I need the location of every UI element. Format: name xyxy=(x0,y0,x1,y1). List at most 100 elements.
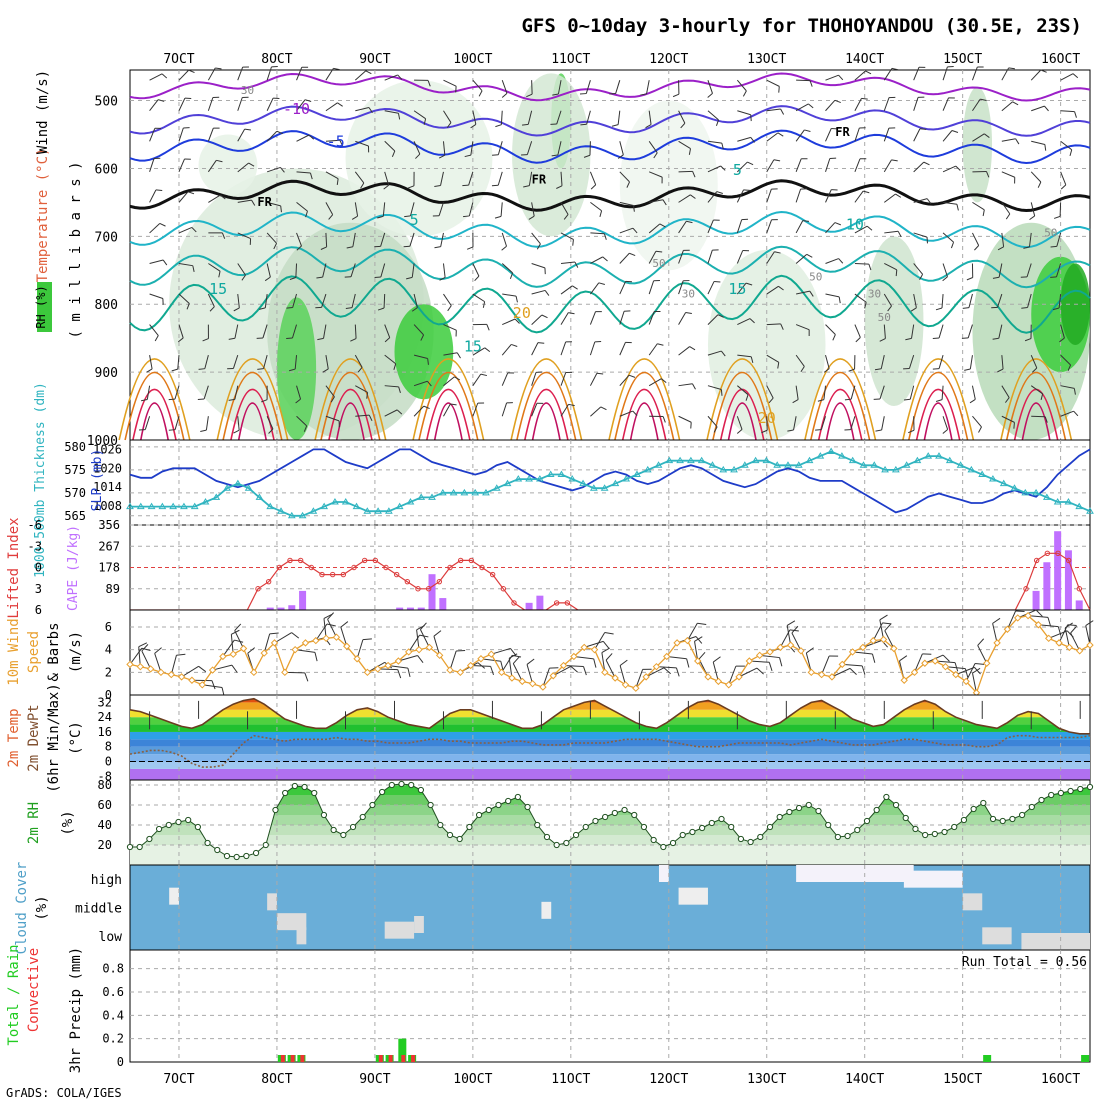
wind-speed-point xyxy=(559,661,568,670)
wind-barb xyxy=(971,66,978,81)
wind-barb xyxy=(911,324,915,339)
wind-barb-feather xyxy=(972,667,981,674)
isotherm-minus-5 xyxy=(129,129,1091,165)
wind-barb xyxy=(291,324,298,339)
wind-barb xyxy=(938,354,944,369)
precip-y-tick: 0.4 xyxy=(102,1008,124,1022)
wind-barb xyxy=(1027,293,1032,308)
contour-label: 50 xyxy=(1044,226,1057,239)
rh2m-point xyxy=(1077,785,1084,793)
wind-barb xyxy=(1001,101,1013,112)
wind-barb-feather xyxy=(215,67,222,70)
isotherm-15 xyxy=(129,274,1091,334)
wind-barb xyxy=(1060,171,1067,186)
thickness-point xyxy=(687,456,695,464)
wind-barb-feather xyxy=(494,215,502,219)
wind-barb-feather xyxy=(198,665,207,673)
rh2m-point xyxy=(301,783,308,791)
lifted-index-point xyxy=(500,586,507,592)
wind-barb xyxy=(501,263,513,274)
wind-barb xyxy=(737,385,749,396)
wind-speed-point xyxy=(1034,621,1043,629)
wind-barb xyxy=(823,385,827,400)
wind-barb xyxy=(296,232,302,247)
wind-barb xyxy=(766,385,774,399)
wind-barb xyxy=(736,416,743,430)
wind-barb xyxy=(913,293,917,308)
wind-barb-feather xyxy=(523,185,530,188)
wind-barb xyxy=(648,140,658,154)
wind-barb-feather xyxy=(675,667,680,677)
bottom-time-tick-label: 11OCT xyxy=(551,1072,590,1087)
wind-speed-point xyxy=(446,666,454,674)
wind-barb-feather xyxy=(423,118,427,125)
rh2m-point xyxy=(514,793,521,801)
wind-barb xyxy=(355,140,369,147)
wind-barb-feather xyxy=(202,338,209,342)
thickness-point xyxy=(428,493,436,500)
wind-barb-feather xyxy=(155,189,163,192)
wind-barb xyxy=(174,385,180,400)
wind-barb-feather xyxy=(327,612,334,620)
precipitation-panel xyxy=(129,949,1091,1063)
wind-barb-feather xyxy=(598,282,605,285)
temperature-band xyxy=(130,709,1090,718)
rh-band xyxy=(130,825,1090,835)
wind-barb xyxy=(207,128,214,142)
wind-barb-feather xyxy=(186,303,190,310)
precip-y-tick: 0 xyxy=(117,1055,124,1069)
wind-barb xyxy=(178,97,186,111)
wind-barb xyxy=(968,293,973,308)
wind-speed-point xyxy=(879,635,888,644)
wind-barb xyxy=(766,132,779,142)
wind-barb-feather xyxy=(1012,101,1019,106)
upper-air-y-tick: 900 xyxy=(95,366,118,381)
rh2m-point xyxy=(1028,803,1035,811)
wind-barb-feather xyxy=(780,108,785,115)
wind-barb xyxy=(531,80,533,95)
wind-barb-feather xyxy=(975,663,985,665)
wind-barb-feather xyxy=(296,245,302,251)
wind-speed-point xyxy=(642,673,650,681)
wind-barb-feather xyxy=(1008,67,1015,70)
isotherm-diurnal xyxy=(923,402,953,441)
wind-barb-feather xyxy=(882,622,892,625)
thickness-point xyxy=(838,452,846,459)
wind-barb xyxy=(883,127,890,142)
wind-speed-point xyxy=(828,673,836,681)
wind-barb xyxy=(531,342,539,356)
wind-barb-feather xyxy=(304,672,309,682)
wind-barb xyxy=(972,133,985,142)
wind-barb-feather xyxy=(778,86,780,93)
rh2m-point xyxy=(136,843,143,851)
wind-barb xyxy=(354,324,357,339)
wind-barb xyxy=(237,293,240,309)
wind-barb xyxy=(556,110,562,125)
isotherm-diurnal xyxy=(915,388,961,441)
thickness-point xyxy=(1010,484,1019,491)
temp2m-axis-label: 2m Temp xyxy=(6,708,22,767)
wind-barb xyxy=(296,134,310,142)
rh2m-point xyxy=(757,833,764,841)
bottom-time-tick-label: 16OCT xyxy=(1041,1072,1080,1087)
wind-barb xyxy=(340,627,348,647)
wind-barb-feather xyxy=(601,647,610,653)
rh2m-point xyxy=(805,801,812,809)
wind-barb xyxy=(382,202,386,217)
wind-barb xyxy=(237,97,243,111)
thickness-point xyxy=(395,502,404,510)
wind-barb xyxy=(355,414,370,417)
thickness-point xyxy=(1053,498,1062,505)
wind-barb-feather xyxy=(691,383,696,390)
wind-barb-feather xyxy=(161,73,168,79)
rh2m-point xyxy=(175,818,182,826)
wind-barb xyxy=(795,158,802,173)
wind-barb xyxy=(234,324,239,339)
thickness-point xyxy=(212,493,221,500)
minmax-axis-label: (6hr Min/Max) xyxy=(46,683,62,793)
thickness-point xyxy=(1064,498,1073,505)
cape-bar xyxy=(1054,531,1062,610)
wind-barb-feather xyxy=(323,613,333,619)
wind-barb xyxy=(527,110,533,125)
wind-barb xyxy=(178,226,193,234)
